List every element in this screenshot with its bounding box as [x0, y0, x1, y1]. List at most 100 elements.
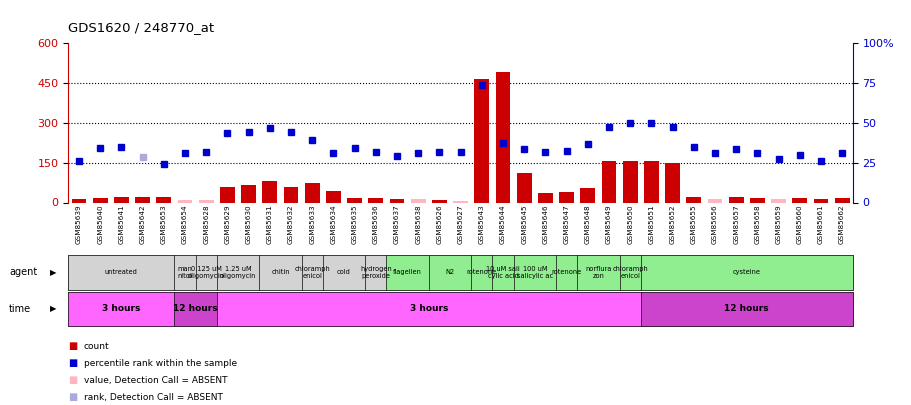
Bar [474, 79, 488, 202]
Bar [664, 162, 680, 202]
Text: hydrogen
peroxide: hydrogen peroxide [360, 266, 391, 279]
Text: percentile rank within the sample: percentile rank within the sample [84, 359, 237, 368]
Bar [262, 181, 277, 202]
Text: time: time [9, 304, 31, 314]
Text: man
nitol: man nitol [178, 266, 192, 279]
Text: GSM85635: GSM85635 [351, 205, 357, 244]
Bar [771, 199, 785, 202]
Text: GSM85652: GSM85652 [669, 205, 675, 244]
Text: norflura
zon: norflura zon [585, 266, 611, 279]
Text: GSM85632: GSM85632 [288, 205, 293, 244]
Text: rotenone: rotenone [551, 269, 581, 275]
Bar [283, 186, 298, 202]
Text: GSM85633: GSM85633 [309, 205, 315, 244]
Text: GSM85628: GSM85628 [203, 205, 209, 244]
Text: GSM85647: GSM85647 [563, 205, 569, 244]
Text: GSM85657: GSM85657 [732, 205, 738, 244]
Text: GSM85646: GSM85646 [542, 205, 548, 244]
Bar [410, 199, 425, 202]
Bar [304, 183, 319, 202]
Text: GSM85643: GSM85643 [478, 205, 485, 244]
Bar [495, 72, 510, 202]
Text: GSM85649: GSM85649 [605, 205, 611, 244]
Bar [686, 197, 701, 202]
Text: N2: N2 [445, 269, 454, 275]
Text: GSM85653: GSM85653 [160, 205, 167, 244]
Text: rotenone: rotenone [466, 269, 496, 275]
Text: 3 hours: 3 hours [102, 304, 140, 313]
Text: ■: ■ [68, 375, 77, 385]
Text: 10 uM sali
cylic acid: 10 uM sali cylic acid [486, 266, 519, 279]
Bar [93, 198, 107, 202]
Bar [728, 197, 742, 202]
Text: GSM85626: GSM85626 [435, 205, 442, 244]
Text: GSM85639: GSM85639 [76, 205, 82, 244]
Text: ▶: ▶ [49, 268, 56, 277]
Text: GSM85645: GSM85645 [520, 205, 527, 244]
Text: GSM85627: GSM85627 [457, 205, 463, 244]
Bar [749, 198, 764, 202]
Text: GSM85659: GSM85659 [774, 205, 781, 244]
Text: GSM85637: GSM85637 [394, 205, 400, 244]
Bar [114, 197, 128, 202]
Text: GSM85642: GSM85642 [139, 205, 146, 244]
Text: ▶: ▶ [49, 304, 56, 313]
Bar [241, 185, 256, 202]
Text: GSM85654: GSM85654 [182, 205, 188, 244]
Text: cold: cold [337, 269, 351, 275]
Text: GSM85651: GSM85651 [648, 205, 653, 244]
Text: GDS1620 / 248770_at: GDS1620 / 248770_at [68, 21, 214, 34]
Text: GSM85655: GSM85655 [690, 205, 696, 244]
Text: cysteine: cysteine [732, 269, 760, 275]
Bar [707, 199, 722, 202]
Bar [389, 198, 404, 202]
Text: GSM85644: GSM85644 [499, 205, 506, 244]
Bar [368, 198, 383, 202]
Text: GSM85648: GSM85648 [584, 205, 590, 244]
Text: ■: ■ [68, 341, 77, 351]
Text: agent: agent [9, 267, 37, 277]
Text: GSM85629: GSM85629 [224, 205, 230, 244]
Bar [453, 201, 467, 202]
Text: GSM85638: GSM85638 [415, 205, 421, 244]
Text: GSM85636: GSM85636 [373, 205, 378, 244]
Text: rank, Detection Call = ABSENT: rank, Detection Call = ABSENT [84, 393, 222, 402]
Text: flagellen: flagellen [393, 269, 422, 275]
Text: GSM85641: GSM85641 [118, 205, 124, 244]
Bar [643, 161, 658, 202]
Bar [558, 192, 573, 202]
Bar [432, 200, 446, 202]
Text: GSM85631: GSM85631 [267, 205, 272, 244]
Bar [135, 197, 149, 202]
Text: GSM85650: GSM85650 [627, 205, 632, 244]
Text: GSM85640: GSM85640 [97, 205, 103, 244]
Text: untreated: untreated [105, 269, 138, 275]
Text: ■: ■ [68, 392, 77, 402]
Bar [792, 198, 806, 202]
Bar [156, 197, 171, 202]
Text: GSM85630: GSM85630 [245, 205, 251, 244]
Text: GSM85660: GSM85660 [796, 205, 802, 244]
Text: 0.125 uM
oligomycin: 0.125 uM oligomycin [188, 266, 224, 279]
Bar [178, 200, 192, 202]
Text: count: count [84, 342, 109, 351]
Text: GSM85658: GSM85658 [753, 205, 760, 244]
Bar [579, 188, 595, 202]
Text: 1.25 uM
oligomycin: 1.25 uM oligomycin [220, 266, 256, 279]
Bar [601, 161, 616, 202]
Bar [220, 186, 234, 202]
Bar [517, 173, 531, 202]
Text: GSM85662: GSM85662 [838, 205, 844, 244]
Text: GSM85656: GSM85656 [711, 205, 717, 244]
Text: 12 hours: 12 hours [723, 304, 768, 313]
Bar [71, 199, 87, 202]
Text: chitin: chitin [271, 269, 290, 275]
Bar [622, 161, 637, 202]
Bar [325, 190, 341, 202]
Text: chloramph
enicol: chloramph enicol [294, 266, 330, 279]
Bar [834, 198, 849, 202]
Text: ■: ■ [68, 358, 77, 368]
Text: GSM85661: GSM85661 [817, 205, 823, 244]
Text: 3 hours: 3 hours [409, 304, 447, 313]
Text: 12 hours: 12 hours [173, 304, 218, 313]
